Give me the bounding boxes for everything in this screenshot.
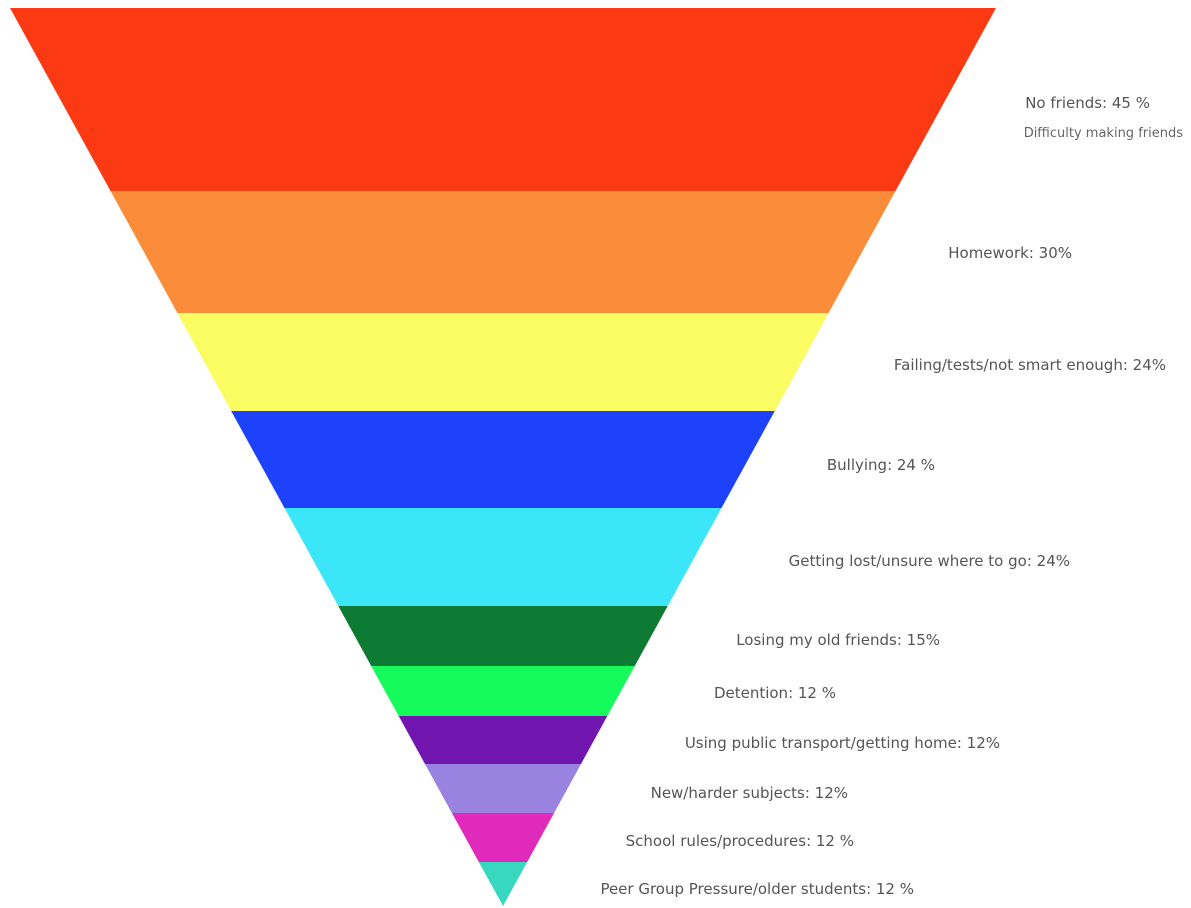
funnel-band-4 — [231, 411, 775, 508]
band-label-7: Detention: 12 % — [714, 684, 836, 702]
band-label-2: Homework: 30% — [948, 244, 1072, 262]
band-label-8: Using public transport/getting home: 12% — [685, 734, 1000, 752]
band-label-5: Getting lost/unsure where to go: 24% — [789, 552, 1070, 570]
annotation-difficulty-making-friends: Difficulty making friends — [1024, 126, 1184, 141]
funnel-band-6 — [338, 606, 668, 666]
band-label-9: New/harder subjects: 12% — [651, 784, 848, 802]
band-label-11: Peer Group Pressure/older students: 12 % — [600, 880, 914, 898]
band-label-6: Losing my old friends: 15% — [736, 631, 940, 649]
funnel-band-10 — [451, 813, 555, 862]
band-label-1: No friends: 45 % — [1025, 94, 1150, 112]
band-label-4: Bullying: 24 % — [827, 456, 935, 474]
funnel-band-7 — [371, 666, 635, 716]
funnel-band-9 — [425, 764, 581, 813]
funnel-bands — [10, 8, 996, 906]
funnel-band-1 — [10, 8, 996, 191]
band-label-10: School rules/procedures: 12 % — [626, 832, 854, 850]
funnel-band-8 — [398, 716, 608, 764]
funnel-band-11 — [478, 862, 528, 906]
funnel-band-3 — [177, 313, 829, 411]
band-label-3: Failing/tests/not smart enough: 24% — [894, 356, 1166, 374]
funnel-labels: No friends: 45 % Homework: 30% Failing/tes… — [600, 94, 1183, 898]
funnel-band-2 — [110, 191, 896, 313]
funnel-band-5 — [284, 508, 722, 606]
